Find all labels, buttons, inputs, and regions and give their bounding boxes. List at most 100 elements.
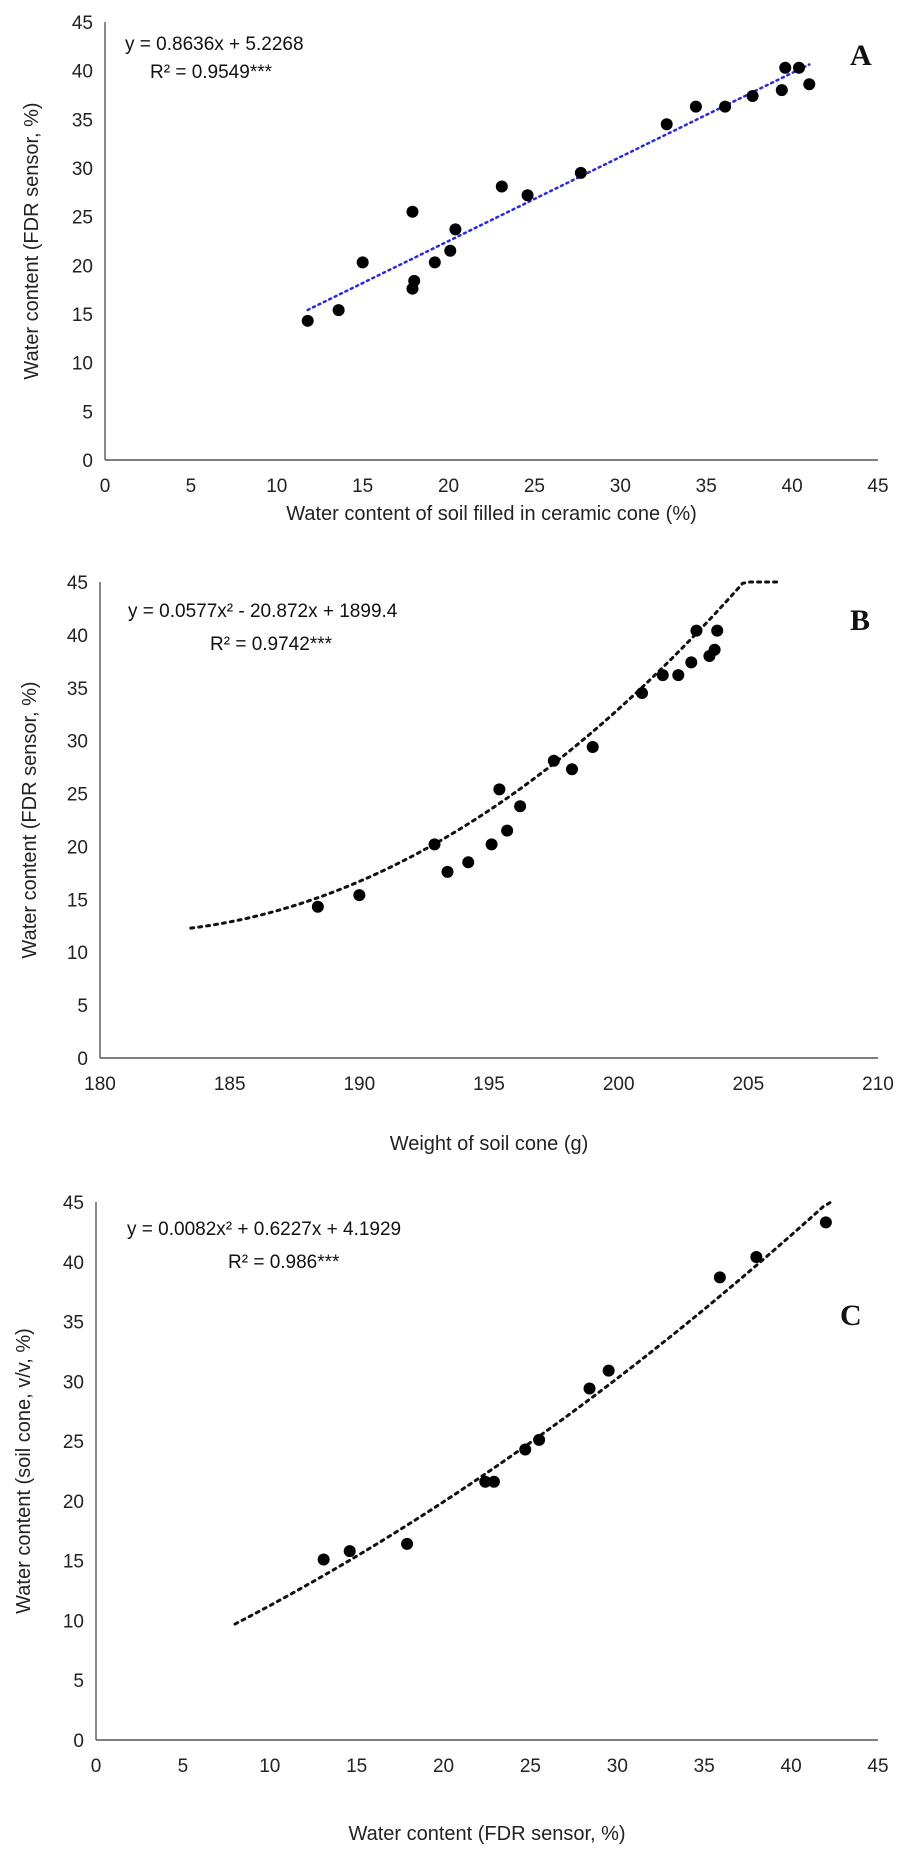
- data-point: [519, 1443, 532, 1456]
- panel-label: A: [850, 39, 872, 72]
- x-tick-label: 185: [214, 1074, 246, 1095]
- r-squared: R² = 0.986***: [228, 1252, 340, 1273]
- data-point: [317, 1553, 330, 1566]
- chart-c: 0 5 10 15 20 25 30 35 40 45 0 5 10 15 20 25 30 35 40 45 Wate…: [13, 1193, 889, 1845]
- data-point: [493, 783, 506, 796]
- data-point: [301, 314, 314, 327]
- data-point: [803, 78, 816, 91]
- y-axis-label: Water content (FDR sensor, %): [21, 102, 43, 379]
- data-point: [711, 624, 724, 637]
- data-point: [672, 669, 685, 682]
- r-squared: R² = 0.9549***: [150, 62, 273, 83]
- y-tick-label: 20: [72, 256, 93, 277]
- x-tick-label: 180: [84, 1074, 116, 1095]
- y-tick-label: 5: [73, 1671, 84, 1692]
- data-point: [779, 61, 792, 74]
- x-tick-label: 25: [524, 476, 545, 497]
- y-tick-label: 20: [63, 1492, 84, 1513]
- data-point: [656, 669, 669, 682]
- y-tick-label: 15: [63, 1552, 84, 1573]
- y-tick-label: 40: [63, 1253, 84, 1274]
- data-point: [441, 865, 454, 878]
- y-axis-label: Water content (FDR sensor, %): [19, 681, 41, 958]
- x-tick-label: 0: [91, 1756, 102, 1777]
- x-tick-label: 20: [438, 476, 459, 497]
- data-point: [353, 889, 366, 902]
- y-tick-label: 0: [77, 1049, 88, 1070]
- data-point: [689, 100, 702, 113]
- y-tick-label: 25: [63, 1432, 84, 1453]
- data-point: [408, 274, 421, 287]
- y-tick-label: 35: [67, 679, 88, 700]
- data-point: [636, 687, 649, 700]
- data-point: [792, 61, 805, 74]
- data-point: [401, 1537, 414, 1550]
- regression-equation: y = 0.0577x² - 20.872x + 1899.4: [128, 601, 398, 622]
- panel-label: C: [840, 1299, 862, 1332]
- x-tick-label: 195: [473, 1074, 505, 1095]
- y-tick-label: 15: [72, 305, 93, 326]
- y-tick-label: 25: [67, 785, 88, 806]
- x-axis-label: Weight of soil cone (g): [390, 1133, 589, 1155]
- trendline: [189, 580, 781, 930]
- y-tick-label: 30: [67, 732, 88, 753]
- x-tick-label: 15: [346, 1756, 367, 1777]
- chart-panel-c: 0 5 10 15 20 25 30 35 40 45 0 5 10 15 20 25 30 35 40 45 Wate…: [0, 1180, 911, 1858]
- data-point: [514, 800, 527, 813]
- y-tick-label: 5: [82, 402, 93, 423]
- data-point: [583, 1382, 596, 1395]
- x-tick-label: 45: [867, 1756, 888, 1777]
- data-point: [690, 624, 703, 637]
- y-axis-label: Water content (soil cone, v/v, %): [13, 1328, 35, 1614]
- x-tick-label: 30: [607, 1756, 628, 1777]
- x-tick-label: 10: [266, 476, 287, 497]
- x-tick-label: 20: [433, 1756, 454, 1777]
- y-tick-label: 25: [72, 208, 93, 229]
- x-axis-label: Water content of soil filled in ceramic …: [286, 503, 697, 525]
- data-point: [343, 1545, 356, 1558]
- panel-label: B: [850, 604, 870, 637]
- x-tick-label: 25: [520, 1756, 541, 1777]
- data-point: [428, 256, 441, 269]
- y-tick-label: 20: [67, 837, 88, 858]
- x-tick-label: 40: [781, 1756, 802, 1777]
- data-point: [586, 741, 599, 754]
- data-point: [479, 1475, 492, 1488]
- trendline: [306, 63, 811, 312]
- x-tick-label: 30: [610, 476, 631, 497]
- x-tick-label: 45: [867, 476, 888, 497]
- x-tick-label: 10: [259, 1756, 280, 1777]
- data-point: [428, 838, 441, 851]
- x-tick-label: 190: [343, 1074, 375, 1095]
- data-point: [487, 1475, 500, 1488]
- data-point: [775, 84, 788, 97]
- y-tick-label: 40: [67, 626, 88, 647]
- r-squared: R² = 0.9742***: [210, 634, 333, 655]
- x-tick-label: 5: [186, 476, 197, 497]
- data-point: [547, 754, 560, 767]
- data-point: [406, 205, 419, 218]
- regression-equation: y = 0.0082x² + 0.6227x + 4.1929: [127, 1219, 401, 1240]
- y-tick-label: 30: [72, 159, 93, 180]
- y-tick-label: 10: [63, 1611, 84, 1632]
- trendline: [233, 1200, 833, 1626]
- x-tick-label: 5: [178, 1756, 189, 1777]
- y-tick-label: 45: [72, 13, 93, 34]
- x-axis-label: Water content (FDR sensor, %): [348, 1823, 625, 1845]
- y-tick-label: 0: [73, 1731, 84, 1752]
- y-tick-label: 10: [67, 943, 88, 964]
- data-point: [602, 1364, 615, 1377]
- data-point: [750, 1250, 763, 1263]
- data-point: [356, 256, 369, 269]
- x-tick-label: 15: [352, 476, 373, 497]
- data-point: [332, 304, 345, 317]
- data-point: [746, 89, 759, 102]
- y-tick-label: 10: [72, 354, 93, 375]
- chart-a: 0 5 10 15 20 25 30 35 40 45 0 5 10 15 20 25 30 35 40 45 Wate…: [21, 13, 889, 525]
- data-point: [819, 1216, 832, 1229]
- data-point: [685, 656, 698, 669]
- data-point: [462, 856, 475, 869]
- x-tick-label: 0: [100, 476, 111, 497]
- y-tick-label: 40: [72, 62, 93, 83]
- data-point: [574, 166, 587, 179]
